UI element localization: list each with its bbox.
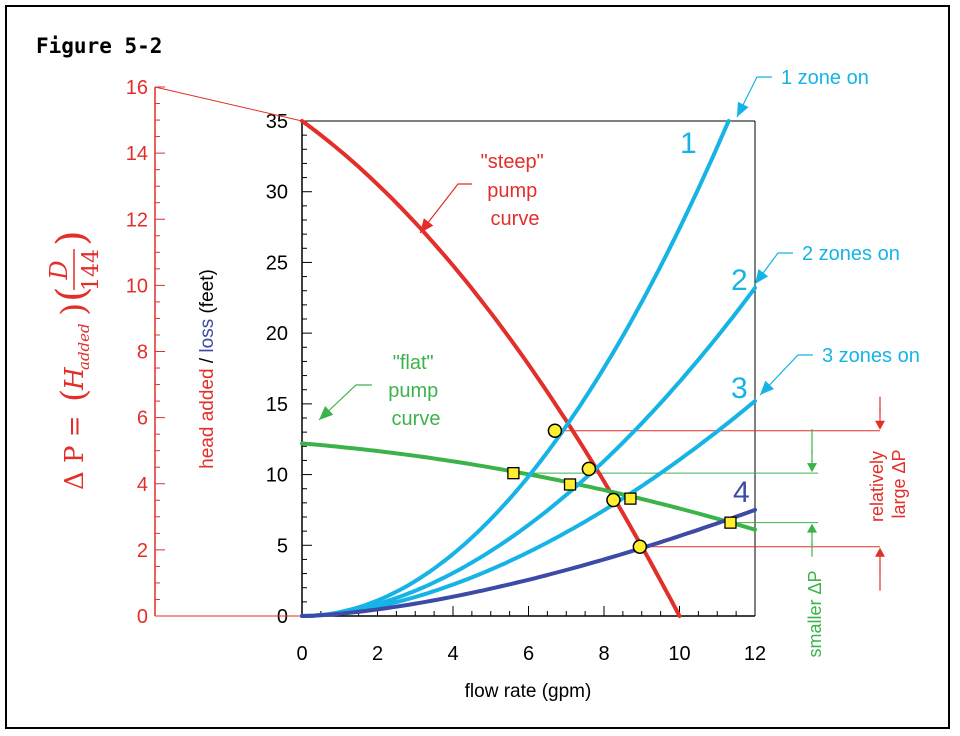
delta-p-text: Δ P = xyxy=(60,415,90,490)
operating-point-square xyxy=(724,516,737,529)
zone3-callout-line xyxy=(759,354,813,396)
large-dp-line-1: relatively xyxy=(867,451,887,522)
operating-point-circle xyxy=(632,539,648,554)
x-tick-label: 4 xyxy=(447,643,458,665)
curve-number-1: 1 xyxy=(680,127,697,160)
flat-label-line-1: "flat" xyxy=(393,352,434,374)
small-dp-arrow-bottom-head xyxy=(807,523,817,533)
y-tick-label: 25 xyxy=(266,252,288,274)
zone-1-label: 1 zone on xyxy=(781,67,869,89)
large-dp-arrow-top-head xyxy=(875,420,885,430)
x-tick-label: 0 xyxy=(296,643,307,665)
h-subscript: added xyxy=(75,323,93,370)
paren-open-2: ( xyxy=(49,286,95,302)
zone-2-label: 2 zones on xyxy=(802,243,900,265)
y-label-feet: (feet) xyxy=(197,269,218,319)
x-tick-label: 2 xyxy=(372,643,383,665)
delta-p-axis-label: Δ P = ( H added ) ( D 144 ) xyxy=(45,230,104,490)
operating-point-circle xyxy=(606,492,621,508)
dp-tick-label: 2 xyxy=(137,540,148,562)
y-tick-label: 20 xyxy=(266,323,288,345)
steep-label-line-2: pump xyxy=(487,180,537,202)
y-tick-label: 15 xyxy=(266,394,288,416)
steep-label-line-1: "steep" xyxy=(481,151,544,173)
x-axis-label: flow rate (gpm) xyxy=(465,681,592,702)
flat-label-line-2: pump xyxy=(388,380,438,402)
y-tick-label: 0 xyxy=(277,606,288,628)
y-label-loss: loss xyxy=(197,319,218,353)
zone2-callout-head xyxy=(755,269,769,284)
dp-tick-label: 0 xyxy=(137,606,148,628)
steep-callout-line xyxy=(419,183,472,234)
y-label-slash: / xyxy=(197,353,218,369)
dp-tick-label: 4 xyxy=(137,474,148,496)
flat-callout-line xyxy=(318,384,372,421)
dp-tick-label: 14 xyxy=(126,143,148,165)
fraction-numerator: D xyxy=(45,260,73,280)
y-tick-label: 30 xyxy=(266,182,288,204)
small-dp-arrow-top-head xyxy=(807,463,817,473)
flat-curve-label: "flat" pump curve xyxy=(388,352,444,430)
paren-close: ) xyxy=(54,303,94,316)
operating-point-square xyxy=(563,478,577,491)
dp-tick-label: 10 xyxy=(126,275,148,297)
x-tick-label: 10 xyxy=(668,643,690,665)
zone1-callout-head xyxy=(737,101,749,117)
y-tick-label: 5 xyxy=(277,535,288,557)
curve-number-3: 3 xyxy=(731,372,748,405)
zone3-callout-head xyxy=(760,380,774,395)
markers xyxy=(507,423,737,554)
dp-tick-label: 16 xyxy=(126,77,148,99)
zone-3-label: 3 zones on xyxy=(822,345,920,367)
curve-zone3 xyxy=(300,399,757,618)
operating-point-square xyxy=(624,492,637,505)
small-dp-label: smaller ΔP xyxy=(805,570,825,657)
steep-label-line-3: curve xyxy=(491,208,540,230)
operating-point-square xyxy=(507,467,520,480)
figure-title: Figure 5-2 xyxy=(36,34,163,58)
y-label-head-added: head added xyxy=(197,368,218,468)
dp-tick-label: 12 xyxy=(126,209,148,231)
large-dp-line-2: large ΔP xyxy=(889,449,909,518)
operating-point-circle xyxy=(547,423,563,438)
paren-close-2: ) xyxy=(49,230,95,246)
x-tick-label: 8 xyxy=(598,643,609,665)
flat-label-line-3: curve xyxy=(392,408,441,430)
zone1-callout-line xyxy=(736,76,772,118)
y-tick-label: 35 xyxy=(266,111,288,133)
paren-open: ( xyxy=(54,389,94,402)
y-axis-label: head added / loss (feet) xyxy=(197,269,218,469)
dp-tick-label: 6 xyxy=(137,408,148,430)
large-dp-label: relatively large ΔP xyxy=(867,446,909,522)
h-text: H xyxy=(60,366,90,391)
curve-zone4 xyxy=(300,507,757,618)
flat-callout-head xyxy=(319,406,334,420)
fraction-denominator: 144 xyxy=(79,249,104,291)
curve-zone2 xyxy=(300,285,757,618)
curves xyxy=(300,119,757,618)
curve-number-2: 2 xyxy=(731,264,748,297)
curve-zone1 xyxy=(300,119,731,618)
curve-number-4: 4 xyxy=(733,476,750,509)
y-tick-label: 10 xyxy=(266,465,288,487)
figure-frame xyxy=(5,5,950,729)
x-tick-label: 12 xyxy=(744,643,766,665)
x-tick-label: 6 xyxy=(523,643,534,665)
dp-tick-label: 8 xyxy=(137,342,148,364)
steep-curve-label: "steep" pump curve xyxy=(481,151,550,230)
dp-top-connector xyxy=(154,86,303,122)
operating-point-circle xyxy=(581,461,597,477)
large-dp-arrow-bottom-head xyxy=(875,547,885,557)
